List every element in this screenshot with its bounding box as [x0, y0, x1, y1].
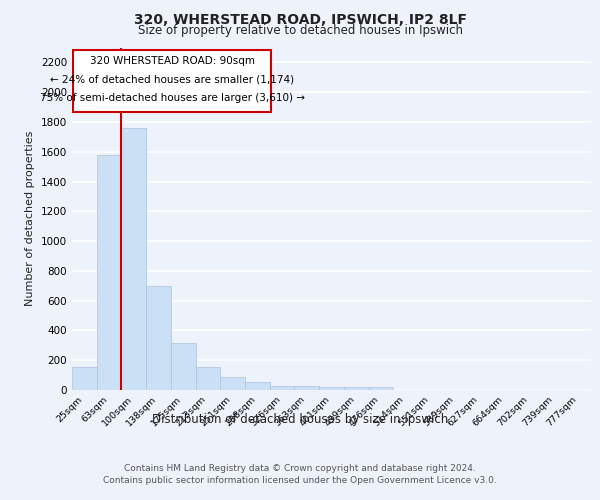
Bar — [295, 386, 319, 390]
Bar — [319, 387, 344, 390]
Bar — [220, 378, 245, 390]
Bar — [245, 382, 270, 390]
Text: Distribution of detached houses by size in Ipswich: Distribution of detached houses by size … — [152, 412, 448, 426]
Bar — [97, 154, 121, 390]
Text: 75% of semi-detached houses are larger (3,610) →: 75% of semi-detached houses are larger (… — [40, 93, 305, 103]
Bar — [270, 386, 295, 390]
Text: ← 24% of detached houses are smaller (1,174): ← 24% of detached houses are smaller (1,… — [50, 74, 294, 85]
Bar — [171, 343, 196, 390]
Y-axis label: Number of detached properties: Number of detached properties — [25, 131, 35, 306]
FancyBboxPatch shape — [73, 50, 271, 112]
Text: Contains HM Land Registry data © Crown copyright and database right 2024.: Contains HM Land Registry data © Crown c… — [124, 464, 476, 473]
Bar — [121, 128, 146, 390]
Bar — [72, 367, 97, 390]
Text: 320, WHERSTEAD ROAD, IPSWICH, IP2 8LF: 320, WHERSTEAD ROAD, IPSWICH, IP2 8LF — [133, 12, 467, 26]
Bar — [196, 367, 220, 390]
Text: Contains public sector information licensed under the Open Government Licence v3: Contains public sector information licen… — [103, 476, 497, 485]
Bar — [146, 286, 171, 390]
Text: Size of property relative to detached houses in Ipswich: Size of property relative to detached ho… — [137, 24, 463, 37]
Bar — [344, 387, 368, 390]
Text: 320 WHERSTEAD ROAD: 90sqm: 320 WHERSTEAD ROAD: 90sqm — [89, 56, 254, 66]
Bar — [368, 387, 393, 390]
